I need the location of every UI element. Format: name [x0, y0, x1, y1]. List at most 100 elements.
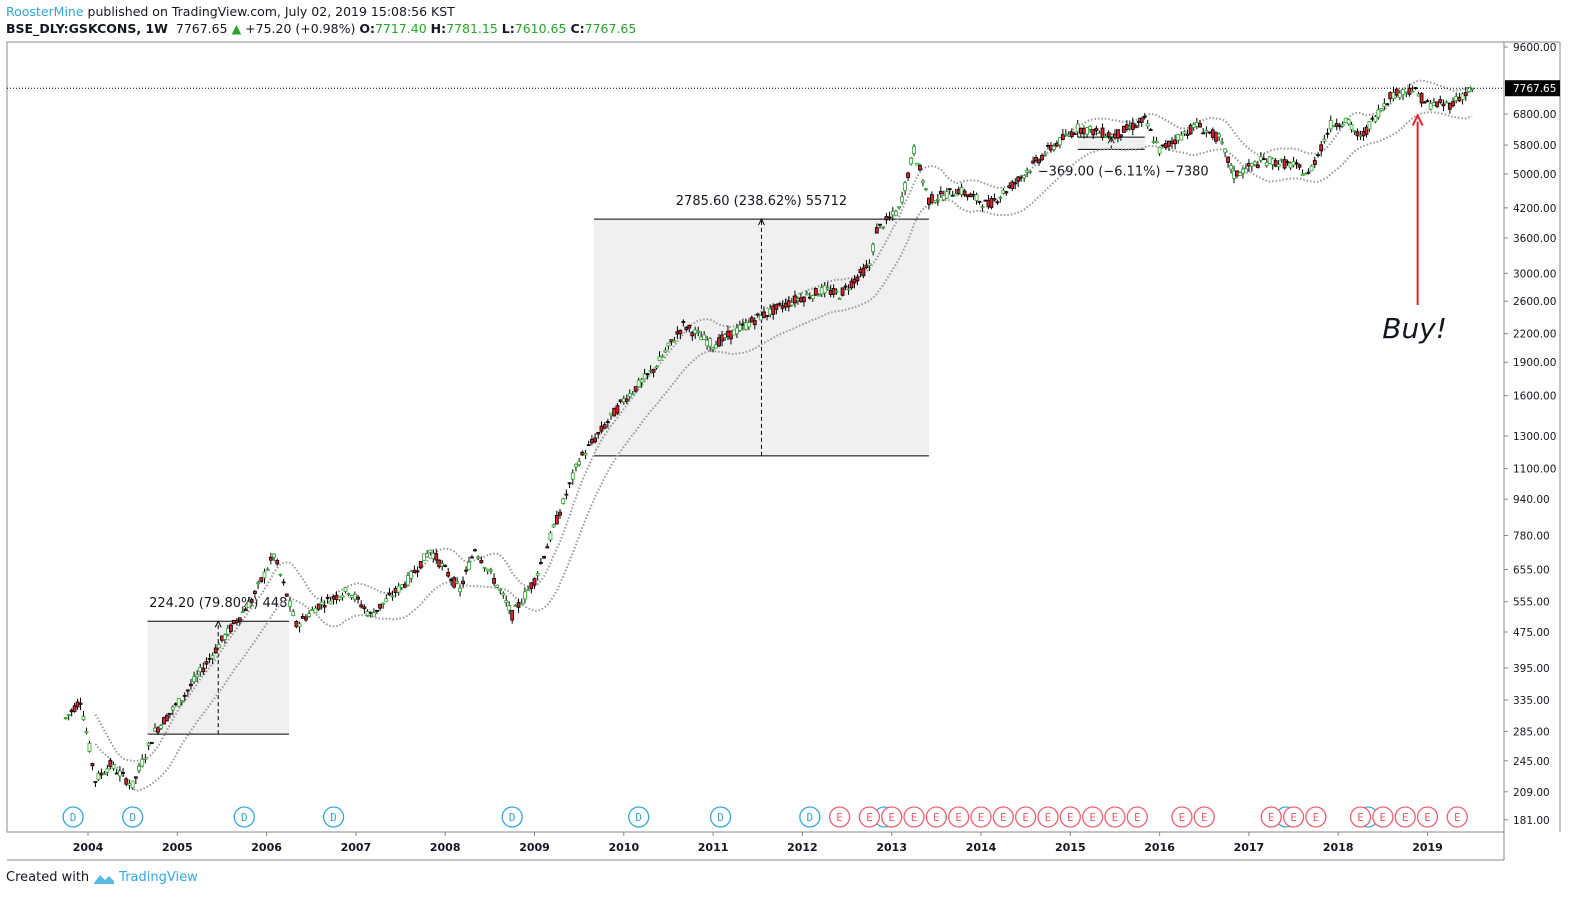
candle-body	[780, 305, 785, 309]
symbol-legend: BSE_DLY:GSKCONS, 1W 7767.65 ▲ +75.20 (+0…	[6, 21, 636, 36]
candle-body	[1388, 92, 1393, 100]
candle-body	[396, 585, 401, 593]
candle-body	[1145, 123, 1150, 127]
earnings-marker[interactable]	[1104, 806, 1126, 828]
earnings-marker[interactable]	[1171, 806, 1193, 828]
earnings-marker[interactable]	[828, 806, 851, 828]
candle-body	[458, 587, 462, 593]
candle-body	[1255, 164, 1260, 168]
earnings-marker[interactable]	[1126, 806, 1148, 828]
candle-body	[470, 556, 474, 559]
earnings-marker[interactable]	[1416, 806, 1439, 828]
x-tick-label: 2016	[1144, 841, 1175, 854]
event-marker-label: E	[1201, 811, 1208, 824]
candle-body	[947, 188, 952, 191]
candle-body	[1401, 89, 1405, 96]
dividend-marker[interactable]	[501, 806, 523, 828]
candle-body	[765, 315, 769, 317]
earnings-marker[interactable]	[1081, 806, 1104, 828]
candle-body	[307, 613, 312, 617]
earnings-marker[interactable]	[1059, 806, 1081, 828]
earnings-marker[interactable]	[992, 806, 1014, 828]
event-marker-label: D	[330, 811, 337, 824]
candle-body	[735, 327, 739, 335]
candle-body	[461, 580, 465, 585]
candle-body	[1355, 131, 1360, 137]
earnings-marker[interactable]	[970, 806, 992, 828]
candle-body	[538, 562, 543, 564]
candle-body	[1309, 165, 1314, 172]
candle-body	[362, 606, 367, 610]
candle-body	[1055, 142, 1059, 147]
earnings-marker[interactable]	[1372, 806, 1394, 828]
dividend-marker[interactable]	[799, 806, 821, 828]
candle-body	[96, 772, 101, 780]
candle-body	[1407, 87, 1412, 95]
candle-body	[1185, 133, 1190, 136]
x-tick-label: 2006	[251, 841, 282, 854]
candle-body	[897, 206, 902, 209]
candle-body	[542, 555, 546, 559]
candle-body	[570, 472, 575, 480]
candle-body	[618, 399, 623, 403]
candle-body	[519, 602, 524, 605]
candle-body	[1441, 103, 1446, 107]
candle-body	[452, 577, 457, 588]
earnings-marker[interactable]	[903, 806, 925, 828]
candle-body	[340, 595, 345, 598]
candle-body	[627, 392, 632, 397]
dividend-marker[interactable]	[233, 806, 255, 828]
earnings-marker[interactable]	[1260, 806, 1282, 828]
y-tick-label: 6800.00	[1513, 109, 1556, 121]
candle-body	[449, 578, 454, 581]
last-price-label: 7767.65	[1513, 83, 1556, 95]
candle-body	[874, 227, 879, 234]
event-marker-label: E	[1089, 811, 1096, 824]
earnings-marker[interactable]	[925, 806, 947, 828]
author-link[interactable]: RoosterMine	[6, 4, 84, 19]
candle-body	[1373, 116, 1378, 123]
candle-body	[586, 444, 591, 446]
earnings-marker[interactable]	[1349, 806, 1372, 828]
candle-body	[268, 556, 273, 561]
dividend-marker[interactable]	[62, 806, 84, 828]
earnings-marker[interactable]	[858, 806, 881, 828]
earnings-marker[interactable]	[1446, 806, 1468, 828]
candle-body	[81, 716, 86, 721]
triangle-up-icon: ▲	[231, 21, 242, 36]
earnings-marker[interactable]	[1037, 806, 1059, 828]
dividend-marker[interactable]	[322, 806, 345, 828]
earnings-marker[interactable]	[881, 806, 903, 828]
candle-body	[313, 607, 318, 614]
candle-body	[1382, 103, 1387, 107]
candle-body	[149, 741, 154, 745]
candle-body	[819, 287, 824, 295]
tradingview-link[interactable]: TradingView	[119, 870, 198, 885]
candle-body	[117, 770, 122, 777]
candle-body	[900, 196, 905, 203]
candle-body	[783, 302, 788, 308]
earnings-marker[interactable]	[1193, 806, 1215, 828]
earnings-marker[interactable]	[1015, 806, 1037, 828]
dividend-marker[interactable]	[709, 806, 732, 828]
candle-body	[1113, 133, 1117, 139]
earnings-marker[interactable]	[1282, 806, 1305, 828]
candle-body	[777, 303, 782, 306]
earnings-marker[interactable]	[1305, 806, 1327, 828]
candle-body	[1025, 170, 1030, 173]
candle-body	[1066, 133, 1071, 137]
earnings-marker[interactable]	[1394, 806, 1416, 828]
candle-body	[1198, 122, 1202, 128]
candle-body	[1334, 123, 1339, 127]
measure-arrowhead	[758, 217, 765, 226]
y-tick-label: 2200.00	[1513, 329, 1556, 341]
candle-body	[864, 264, 869, 268]
candle-body	[185, 689, 190, 692]
dividend-marker[interactable]	[121, 806, 144, 828]
dividend-marker[interactable]	[628, 806, 650, 828]
y-tick-label: 1900.00	[1513, 357, 1556, 369]
event-marker-label: E	[1045, 811, 1052, 824]
earnings-marker[interactable]	[948, 806, 970, 828]
high-label: H:	[430, 21, 447, 36]
